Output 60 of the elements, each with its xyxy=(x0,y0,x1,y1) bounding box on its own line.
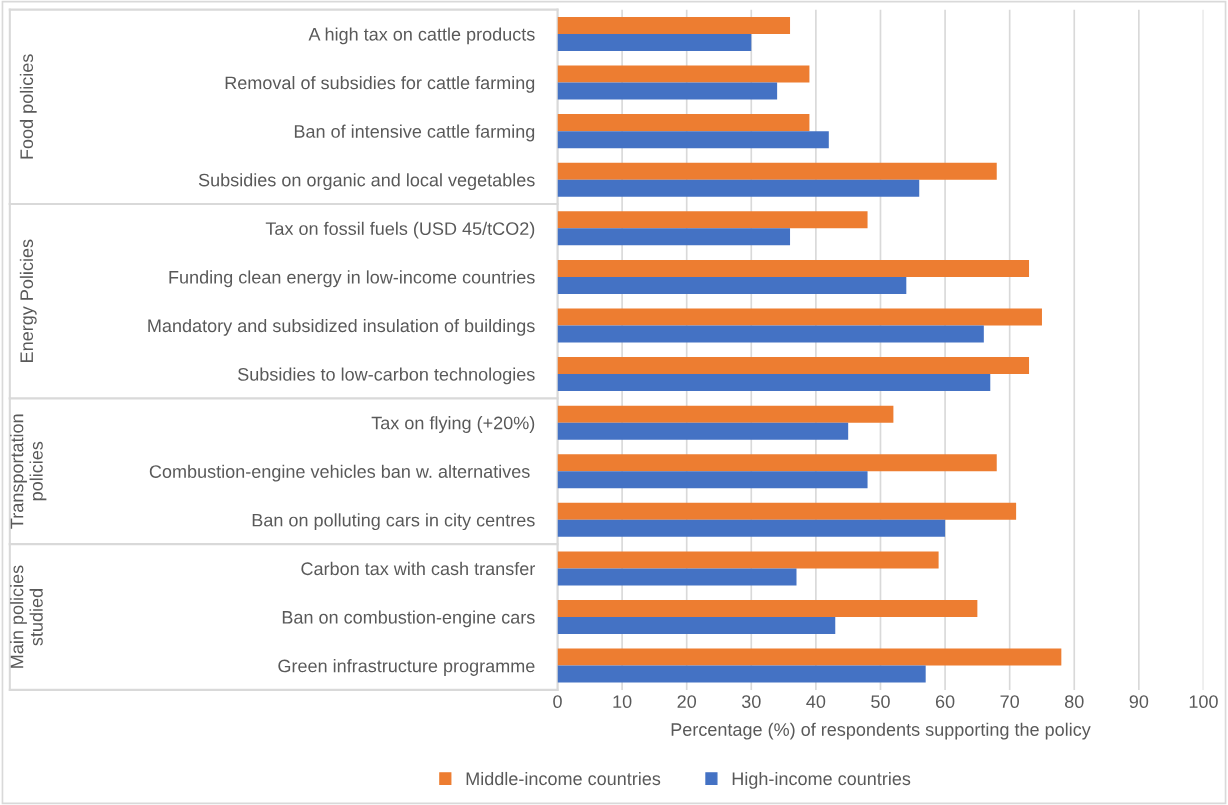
bar xyxy=(557,211,868,229)
bar xyxy=(557,551,939,569)
y-tick-label: Carbon tax with cash transfer xyxy=(301,561,536,576)
x-tick-label: 70 xyxy=(1000,695,1019,709)
bar xyxy=(557,228,791,246)
bar xyxy=(557,308,1042,326)
bar xyxy=(557,617,836,635)
y-tick-label: Tax on flying (+20%) xyxy=(371,416,535,433)
x-tick-label: 40 xyxy=(806,695,826,709)
bar xyxy=(557,179,920,197)
bar xyxy=(557,131,829,149)
x-tick-label: 20 xyxy=(677,695,697,709)
y-tick-label: A high tax on cattle products xyxy=(308,27,535,45)
bar xyxy=(557,405,894,423)
bar xyxy=(557,114,810,132)
bar xyxy=(557,374,991,392)
bar xyxy=(557,665,926,683)
x-tick-label: 60 xyxy=(935,695,955,709)
bar xyxy=(557,82,778,100)
x-tick-label: 30 xyxy=(741,695,761,709)
y-tick-label: Removal of subsidies for cattle farming xyxy=(225,76,535,93)
bar xyxy=(557,65,810,83)
x-tick-label: 100 xyxy=(1189,695,1218,709)
y-tick-label: Ban of intensive cattle farming xyxy=(294,124,535,142)
bar xyxy=(557,259,1030,277)
bar xyxy=(557,276,907,294)
bar xyxy=(557,519,946,537)
y-tick-label: Combustion-engine vehicles ban w. alternatives xyxy=(149,464,530,482)
bar xyxy=(557,325,984,343)
bar xyxy=(557,357,1030,375)
bar xyxy=(557,568,797,586)
y-tick-label: Subsidies to low-carbon technologies xyxy=(238,367,535,385)
bar xyxy=(557,471,868,489)
bar xyxy=(557,162,997,180)
y-tick-label: Funding clean energy in low-income countries xyxy=(169,270,535,288)
bar xyxy=(557,16,791,34)
x-tick-label: 50 xyxy=(871,695,890,709)
legend-label: Middle-income countries xyxy=(466,771,661,786)
bar xyxy=(557,648,1062,666)
bar xyxy=(557,454,997,472)
text: Transportation policies xyxy=(10,414,47,529)
y-tick-label: Tax on fossil fuels (USD 45/tCO2) xyxy=(265,221,535,239)
y-tick-label: Subsidies on organic and local vegetables xyxy=(198,173,535,191)
bar xyxy=(557,600,978,617)
x-axis-title: Percentage (%) of respondents supporting the policy xyxy=(671,722,1091,740)
y-tick-label: Mandatory and subsidized insulation of buildings xyxy=(148,318,535,336)
x-tick-label: 80 xyxy=(1065,695,1084,709)
bar xyxy=(557,502,1017,520)
x-tick-label: 0 xyxy=(553,695,562,709)
text: Main policies studied xyxy=(10,565,43,668)
bar xyxy=(557,33,752,51)
x-tick-label: 90 xyxy=(1129,695,1149,709)
y-tick-label: Green infrastructure programme xyxy=(278,659,535,676)
y-tick-label: Ban on combustion-engine cars xyxy=(282,610,535,628)
bar xyxy=(557,422,849,440)
x-tick-label: 10 xyxy=(613,695,632,709)
y-tick-label: Ban on polluting cars in city centres xyxy=(252,513,535,531)
text: Energy Policies xyxy=(19,239,37,362)
legend-label: High-income countries xyxy=(732,771,911,789)
text: Food policies xyxy=(19,54,37,159)
